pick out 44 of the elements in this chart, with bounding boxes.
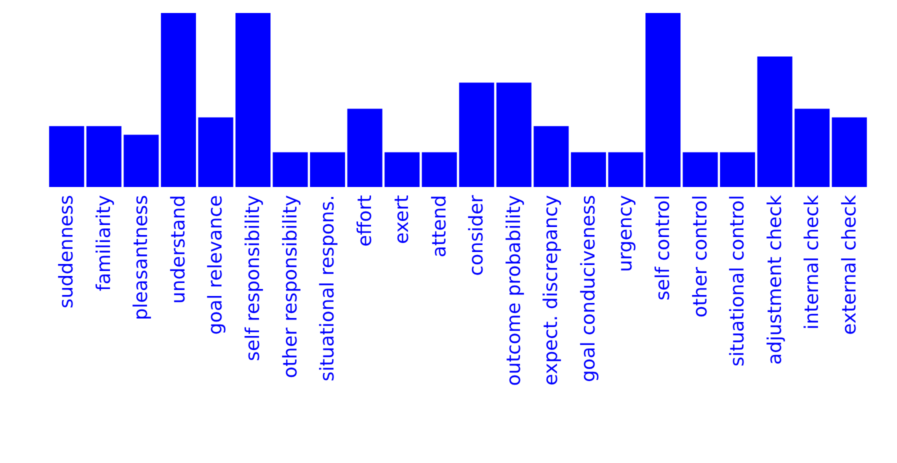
bar (720, 152, 756, 187)
bar (682, 152, 718, 187)
x-tick-label: internal check (801, 195, 824, 330)
bar (86, 126, 122, 187)
x-tick-label: expect. discrepancy (540, 195, 562, 386)
bar (49, 126, 84, 187)
x-tick-label: effort (354, 195, 376, 247)
bar (272, 152, 308, 187)
x-tick-label: attend (428, 195, 450, 258)
x-tick-label: outcome probability (502, 195, 525, 386)
x-tick-label: urgency (614, 195, 637, 272)
x-tick-label: understand (167, 195, 190, 304)
x-tick-label: suddenness (56, 195, 78, 308)
x-tick-label: other responsibility (279, 195, 302, 378)
bar (608, 152, 644, 187)
bar (160, 13, 196, 187)
bar (496, 82, 532, 187)
bar (235, 13, 271, 187)
bar (347, 108, 382, 187)
x-tick-label: exert (391, 195, 414, 244)
bar (645, 13, 681, 187)
x-tick-label: consider (466, 194, 488, 276)
bar (570, 152, 606, 187)
x-tick-label: self control (652, 195, 674, 300)
x-tick-label: situational respons. (316, 195, 339, 382)
bar (459, 82, 494, 187)
x-tick-label: familiarity (92, 195, 115, 292)
x-tick-label: adjustment check (764, 195, 786, 365)
bar (198, 117, 234, 187)
bar (384, 152, 420, 187)
bar (310, 152, 346, 187)
x-tick-label: external check (838, 195, 860, 335)
bar (124, 134, 159, 187)
bar (832, 117, 867, 187)
x-tick-label: situational control (726, 195, 749, 367)
x-tick-label: goal relevance (204, 195, 227, 335)
bar (794, 108, 830, 187)
bar (534, 126, 569, 187)
x-tick-label: goal conduciveness (577, 195, 600, 382)
bar (757, 56, 792, 187)
x-tick-label: other control (689, 195, 712, 318)
x-tick-label: self responsibility (242, 195, 264, 362)
x-tick-label: pleasantness (130, 195, 152, 320)
bar (422, 152, 457, 187)
